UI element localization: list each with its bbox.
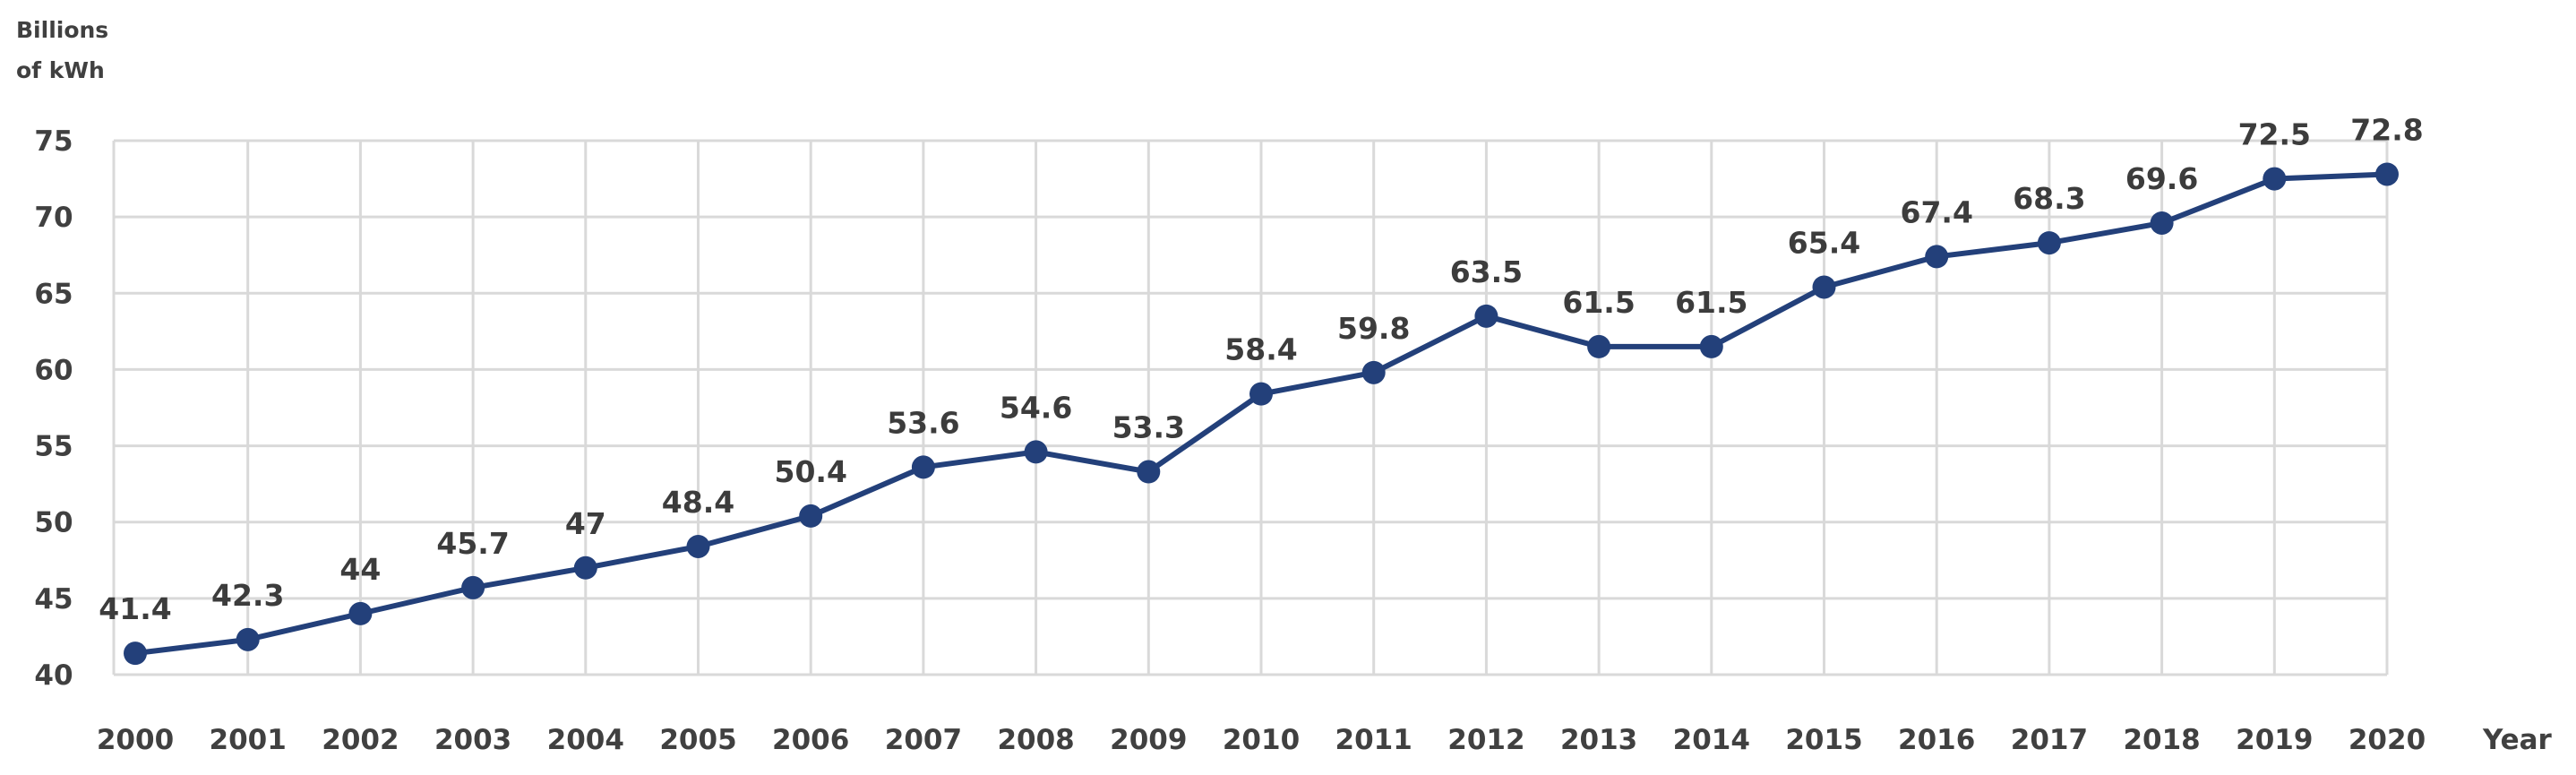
x-tick-label-2004: 2004 [547, 724, 624, 756]
data-point-2008 [1024, 440, 1048, 464]
data-label-2016: 67.4 [1900, 194, 1972, 229]
x-tick-label-2000: 2000 [97, 724, 174, 756]
x-tick-label-2014: 2014 [1673, 724, 1750, 756]
series-year-values [124, 162, 2399, 666]
data-point-2000 [124, 642, 147, 666]
data-point-2004 [573, 555, 597, 580]
data-point-2020 [2375, 162, 2399, 186]
y-axis-ticks: 40 45 50 55 60 65 70 75 [34, 125, 73, 692]
data-label-2019: 72.5 [2238, 117, 2311, 152]
data-label-2005: 48.4 [662, 485, 734, 520]
data-label-2011: 59.8 [1337, 311, 1410, 346]
x-tick-label-2015: 2015 [1785, 724, 1862, 756]
data-point-2002 [348, 601, 373, 625]
x-tick-label-2012: 2012 [1447, 724, 1524, 756]
data-label-2012: 63.5 [1450, 254, 1523, 289]
y-tick-label-70: 70 [34, 202, 73, 234]
y-tick-label-55: 55 [34, 431, 73, 463]
data-label-2010: 58.4 [1224, 332, 1297, 367]
data-point-2013 [1587, 334, 1611, 358]
x-tick-label-2007: 2007 [885, 724, 962, 756]
data-label-2013: 61.5 [1562, 285, 1635, 320]
data-point-2014 [1699, 334, 1723, 358]
x-tick-label-2001: 2001 [210, 724, 287, 756]
data-point-2012 [1474, 304, 1498, 328]
data-label-2002: 44 [339, 552, 381, 587]
x-tick-label-2018: 2018 [2123, 724, 2200, 756]
data-label-2015: 65.4 [1788, 225, 1860, 260]
data-point-2009 [1137, 460, 1161, 484]
y-tick-label-75: 75 [34, 125, 73, 158]
data-label-2009: 53.3 [1112, 410, 1185, 445]
data-labels: 41.4 42.3 44 45.7 47 48.4 50.4 53.6 54.6 53.3 58.4… [99, 112, 2423, 626]
gridlines [112, 139, 2389, 676]
data-point-2011 [1361, 360, 1386, 384]
y-axis-title-line-1: Billions [16, 17, 108, 43]
data-label-2004: 47 [565, 506, 606, 541]
y-tick-label-45: 45 [34, 583, 73, 616]
data-label-2020: 72.8 [2350, 112, 2423, 147]
data-label-2003: 45.7 [436, 526, 509, 561]
x-axis-ticks: 2000 2001 2002 2003 2004 2005 2006 2007 2008 2009… [97, 724, 2426, 756]
data-label-2007: 53.6 [887, 405, 959, 440]
y-axis-title-line-2: of kWh [16, 57, 105, 83]
data-label-2014: 61.5 [1675, 285, 1747, 320]
data-point-2015 [1812, 275, 1836, 299]
y-tick-label-40: 40 [34, 659, 73, 692]
data-label-2000: 41.4 [99, 591, 171, 626]
data-point-2006 [799, 504, 823, 528]
x-tick-label-2011: 2011 [1335, 724, 1413, 756]
x-tick-label-2020: 2020 [2348, 724, 2426, 756]
data-point-2005 [686, 534, 710, 558]
data-label-2008: 54.6 [1000, 390, 1072, 425]
data-point-2007 [911, 455, 935, 479]
x-tick-label-2019: 2019 [2236, 724, 2313, 756]
data-label-2017: 68.3 [2013, 181, 2085, 216]
x-tick-label-2017: 2017 [2011, 724, 2088, 756]
data-label-2006: 50.4 [774, 454, 846, 489]
data-point-2003 [461, 575, 485, 599]
x-tick-label-2006: 2006 [772, 724, 849, 756]
data-point-2001 [236, 627, 260, 651]
x-tick-label-2003: 2003 [434, 724, 511, 756]
data-point-2016 [1925, 245, 1949, 269]
y-axis-title: Billions of kWh [16, 17, 108, 83]
data-label-2001: 42.3 [211, 578, 284, 613]
data-label-2018: 69.6 [2125, 161, 2198, 196]
x-tick-label-2002: 2002 [322, 724, 399, 756]
data-point-2019 [2263, 167, 2287, 191]
data-point-2017 [2037, 231, 2061, 255]
x-tick-label-2016: 2016 [1898, 724, 1975, 756]
x-tick-label-2009: 2009 [1110, 724, 1187, 756]
y-tick-label-50: 50 [34, 507, 73, 539]
x-tick-label-2005: 2005 [659, 724, 736, 756]
y-tick-label-65: 65 [34, 278, 73, 310]
y-tick-label-60: 60 [34, 354, 73, 386]
x-tick-label-2008: 2008 [997, 724, 1074, 756]
x-tick-label-2013: 2013 [1560, 724, 1637, 756]
x-tick-label-2010: 2010 [1223, 724, 1300, 756]
data-point-2010 [1249, 382, 1273, 406]
data-point-2018 [2150, 211, 2174, 235]
x-axis-title: Year [2482, 724, 2553, 756]
